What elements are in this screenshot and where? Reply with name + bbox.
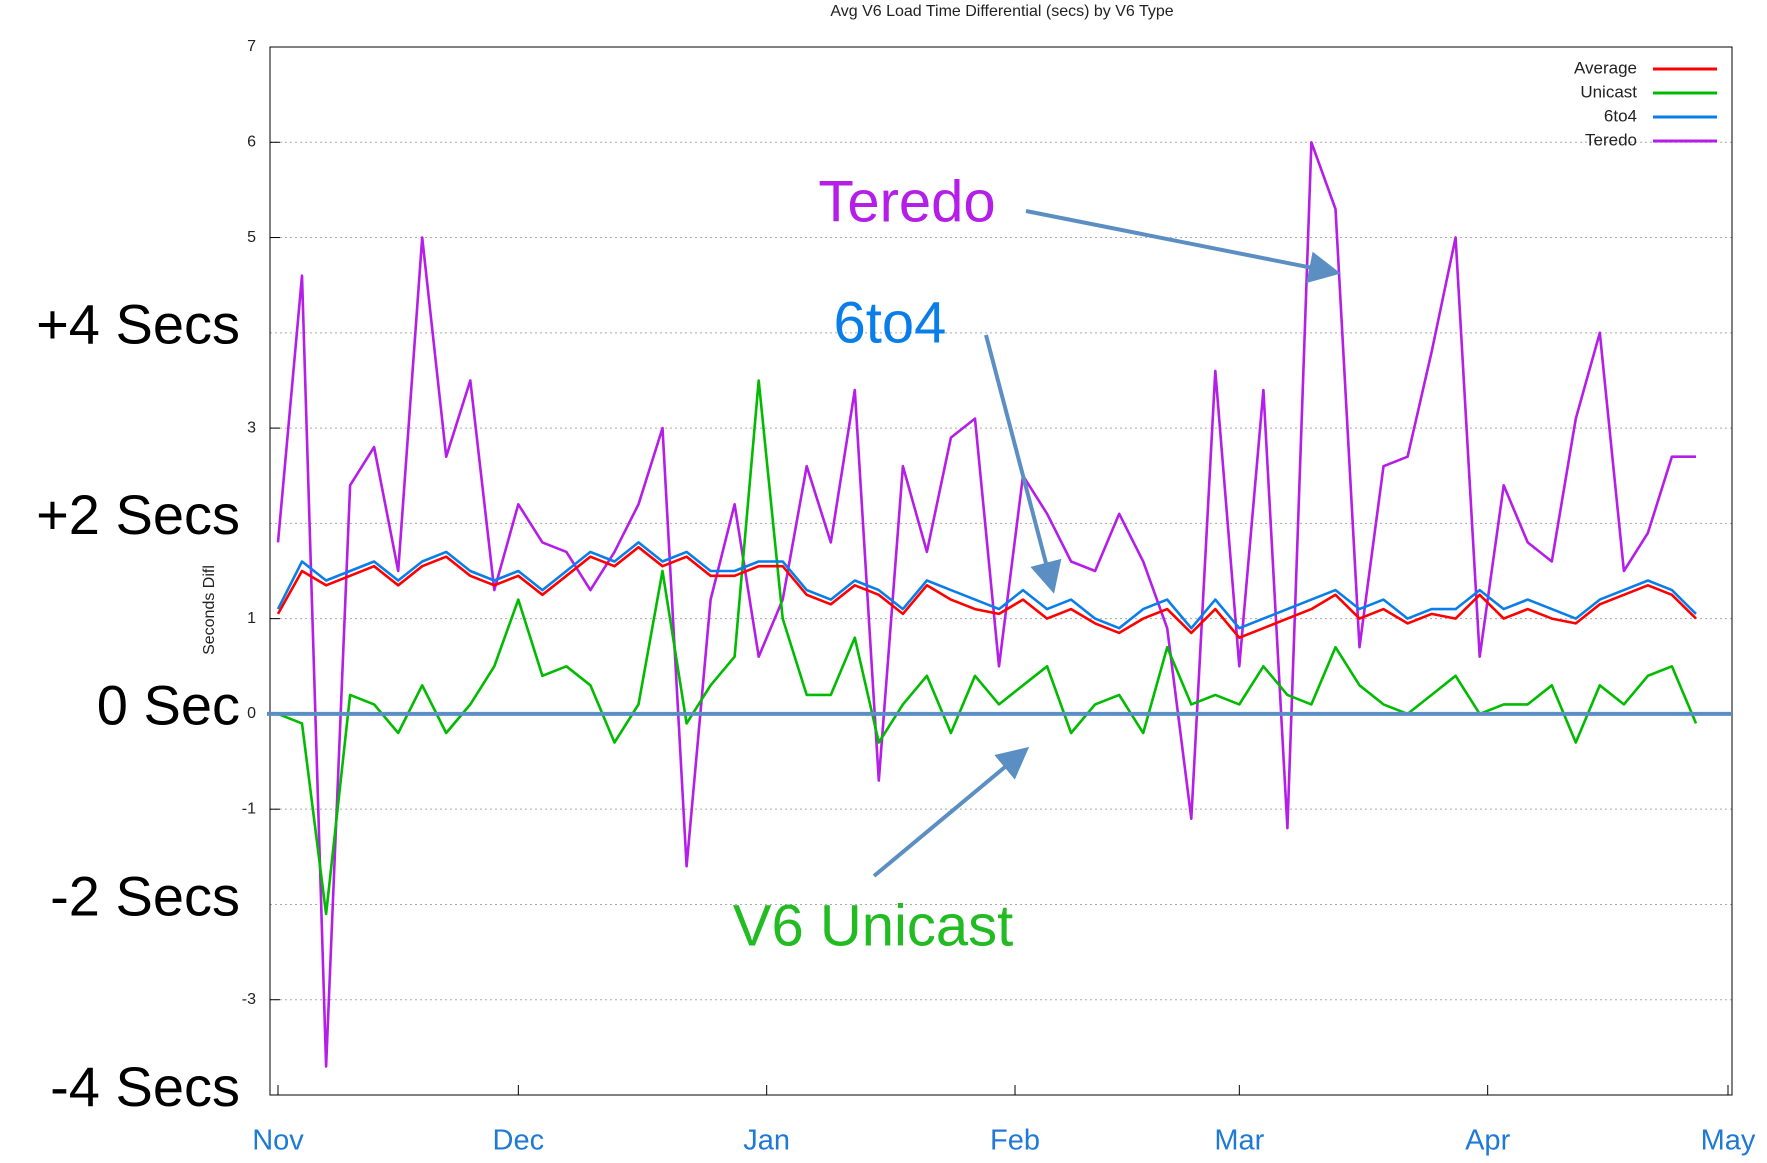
x-tick-label: Dec xyxy=(493,1125,545,1157)
annotation: V6 Unicast xyxy=(733,893,1013,958)
y-tick-label: 3 xyxy=(247,419,256,436)
y-tick-label: 6 xyxy=(247,133,256,150)
side-label: +2 Secs xyxy=(36,483,240,546)
y-tick-label: 0 xyxy=(247,705,256,722)
x-tick-label: May xyxy=(1701,1125,1756,1157)
x-tick-label: Mar xyxy=(1214,1125,1264,1157)
x-tick-label: Nov xyxy=(252,1125,304,1157)
series-line xyxy=(276,541,1697,630)
y-tick-label: -1 xyxy=(242,800,256,817)
y-tick-label: 7 xyxy=(247,38,256,55)
x-tick-label: Feb xyxy=(990,1125,1040,1157)
series-line xyxy=(277,379,1698,916)
plot-frame xyxy=(269,46,1733,1096)
side-label: -2 Secs xyxy=(50,864,240,927)
side-label: -4 Secs xyxy=(50,1055,240,1118)
side-label: +4 Secs xyxy=(36,293,240,356)
legend-label: 6to4 xyxy=(1604,106,1637,125)
legend-label: Unicast xyxy=(1580,82,1637,101)
series-line xyxy=(276,141,1696,1068)
legend-label: Teredo xyxy=(1585,130,1637,149)
annotation-arrow xyxy=(872,746,1030,878)
x-tick-label: Apr xyxy=(1465,1125,1510,1157)
legend-label: Average xyxy=(1574,58,1637,77)
y-axis-label: Seconds Difl xyxy=(201,565,218,655)
y-tick-label: 5 xyxy=(247,229,256,246)
chart-title: Avg V6 Load Time Differential (secs) by … xyxy=(830,3,1173,20)
series-line xyxy=(276,545,1697,639)
annotation: 6to4 xyxy=(834,290,947,355)
annotation: Teredo xyxy=(818,169,995,234)
annotation-arrow xyxy=(984,334,1062,594)
annotation-arrow xyxy=(1025,209,1341,284)
y-tick-label: -3 xyxy=(242,991,256,1008)
y-tick-label: 1 xyxy=(247,610,256,627)
side-label: 0 Sec xyxy=(97,674,240,737)
x-tick-label: Jan xyxy=(743,1125,790,1157)
